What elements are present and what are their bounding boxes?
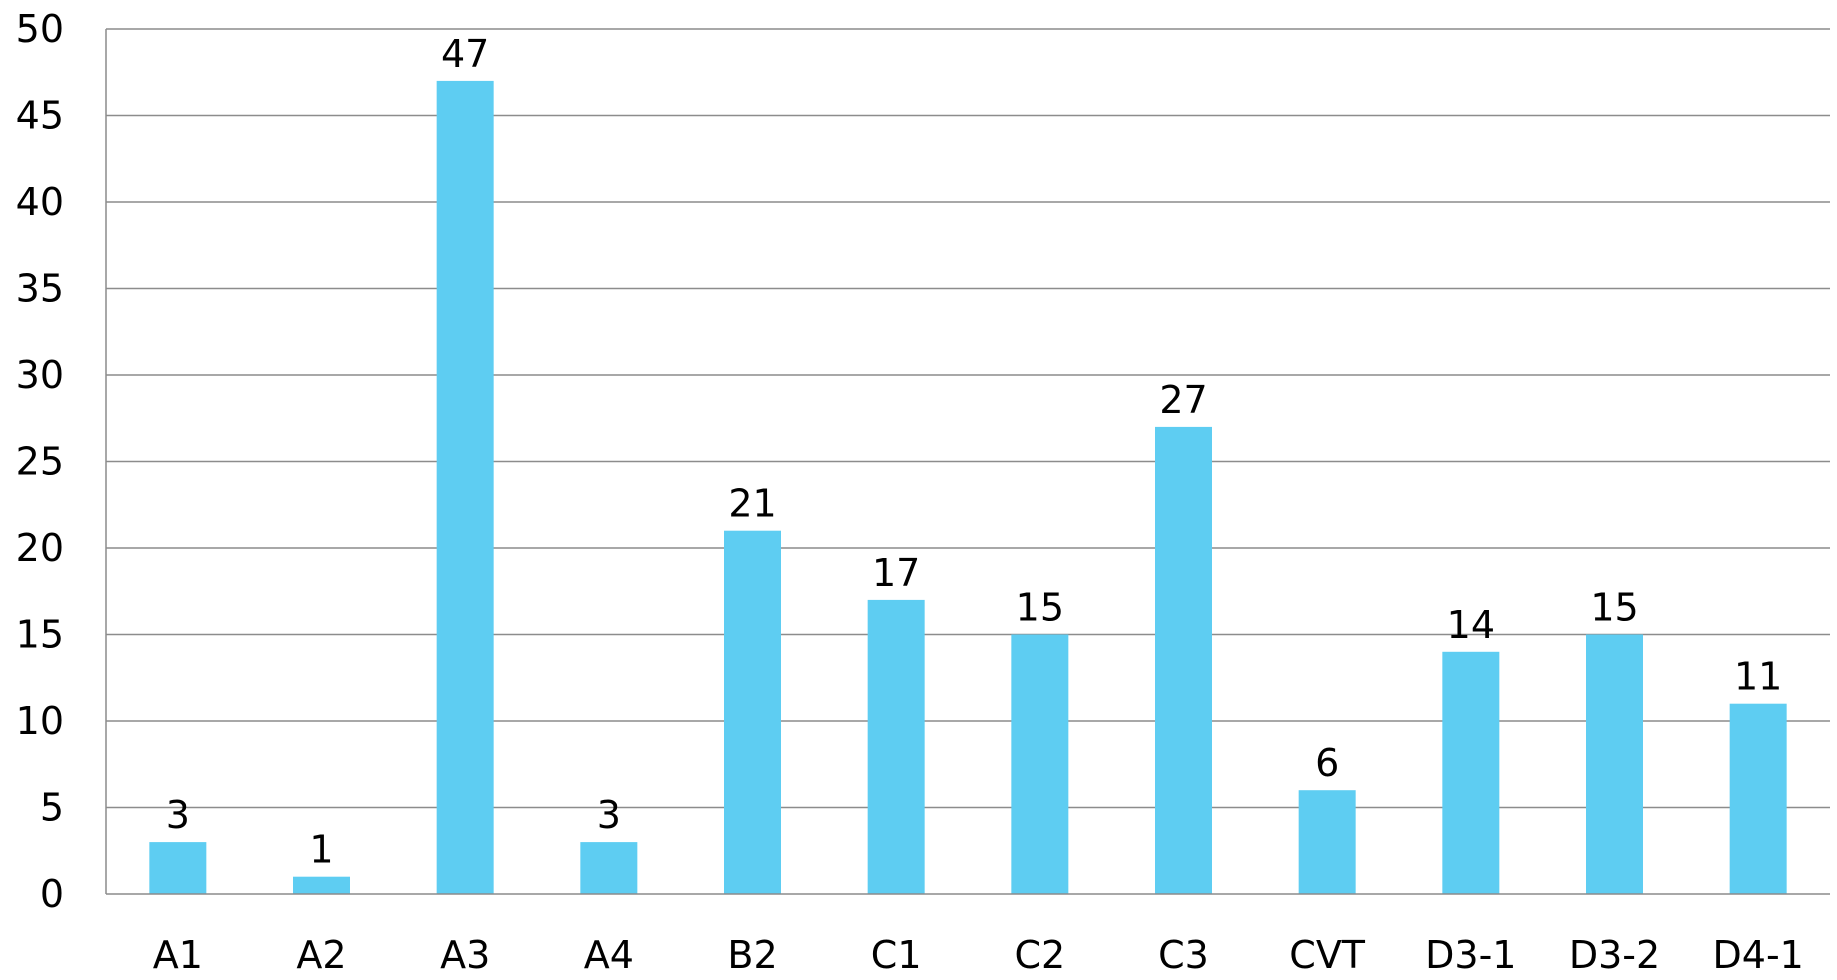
data-label: 3 <box>166 793 190 837</box>
y-tick-label: 35 <box>16 267 64 311</box>
bar-a2 <box>293 876 350 894</box>
data-label: 15 <box>1590 586 1638 630</box>
data-label: 47 <box>441 32 489 76</box>
y-tick-label: 30 <box>16 353 64 397</box>
data-label: 21 <box>728 482 776 526</box>
y-tick-label: 15 <box>16 613 64 657</box>
y-tick-label: 20 <box>16 526 64 570</box>
x-tick-label: C1 <box>871 933 922 976</box>
x-tick-label: C2 <box>1014 933 1065 976</box>
y-tick-label: 45 <box>16 94 64 138</box>
x-axis-tick-labels: A1 A2 A3 A4 B2 C1 C2 C3 CVT D3-1 D3-2 D4-1 <box>153 933 1804 977</box>
data-label: 15 <box>1016 586 1064 630</box>
data-label: 17 <box>872 551 920 595</box>
y-tick-label: 10 <box>16 699 64 743</box>
data-labels: 3 1 47 3 21 17 15 27 6 14 15 11 <box>166 32 1783 872</box>
y-tick-label: 25 <box>16 440 64 484</box>
x-tick-label: C3 <box>1158 933 1209 976</box>
data-label: 3 <box>597 793 621 837</box>
x-tick-label: D3-1 <box>1425 933 1516 976</box>
axes <box>105 29 1830 895</box>
data-label: 6 <box>1315 741 1339 785</box>
y-tick-label: 5 <box>40 786 64 830</box>
x-tick-label: D4-1 <box>1713 933 1804 976</box>
y-tick-label: 40 <box>16 180 64 224</box>
x-tick-label: A1 <box>153 933 203 976</box>
x-tick-label: A2 <box>296 933 346 976</box>
grid-layer <box>106 28 1830 809</box>
y-tick-label: 0 <box>40 872 64 916</box>
data-label: 27 <box>1159 378 1207 422</box>
bar-b2 <box>724 530 781 894</box>
data-label: 14 <box>1447 603 1495 647</box>
bar-d4-1 <box>1729 703 1787 894</box>
data-label: 11 <box>1734 655 1782 699</box>
x-tick-label: A4 <box>584 933 634 976</box>
bar-a4 <box>580 842 638 894</box>
bar-c1 <box>867 599 925 894</box>
bar-d3-1 <box>1442 651 1500 894</box>
bar-a3 <box>436 80 494 894</box>
data-label: 1 <box>309 828 333 872</box>
bar-a1 <box>149 842 207 894</box>
x-tick-label: CVT <box>1289 933 1366 976</box>
x-tick-label: D3-2 <box>1569 933 1660 976</box>
bar-cvt <box>1298 790 1356 894</box>
y-axis-tick-labels: 0 5 10 15 20 25 30 35 40 45 50 <box>16 7 64 916</box>
bars <box>149 80 1787 894</box>
bar-c2 <box>1011 634 1069 894</box>
y-tick-label: 50 <box>16 7 64 51</box>
x-tick-label: B2 <box>727 933 777 976</box>
bar-c3 <box>1155 426 1212 894</box>
x-tick-label: A3 <box>440 933 490 976</box>
bar-d3-2 <box>1586 634 1643 894</box>
